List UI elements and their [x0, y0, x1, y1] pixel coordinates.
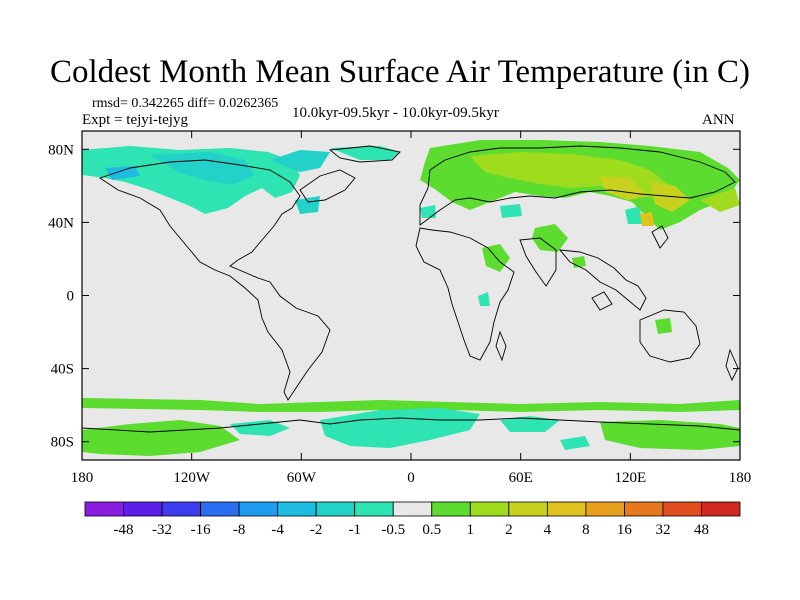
period-label: 10.0kyr-09.5kyr - 10.0kyr-09.5kyr: [292, 105, 499, 121]
colorbar-label: 16: [617, 522, 633, 538]
colorbar-label: -32: [152, 522, 172, 538]
colorbar-label: 1: [467, 522, 475, 538]
lon-tick-label: 120E: [614, 470, 646, 486]
lon-axis: 180 120W 60W 0 60E 120E 180: [71, 131, 752, 486]
lon-tick-label: 180: [729, 470, 752, 486]
anomaly-fill: [82, 140, 740, 456]
colorbar-swatch: [277, 501, 317, 517]
colorbar-label: 8: [582, 522, 590, 538]
colorbar-label: 32: [655, 522, 670, 538]
coastlines: [82, 145, 740, 433]
lon-tick-label: 60W: [287, 470, 317, 486]
colorbar-swatch: [662, 501, 702, 517]
colorbar-label: 0.5: [422, 522, 441, 538]
colorbar-label: 4: [544, 522, 552, 538]
lon-tick-label: 60E: [509, 470, 533, 486]
colorbar-swatch: [200, 501, 240, 517]
colorbar-label: -4: [271, 522, 284, 538]
plot-title: Coldest Month Mean Surface Air Temperatu…: [50, 54, 750, 90]
lon-tick-label: 0: [407, 470, 415, 486]
colorbar-swatch: [123, 501, 163, 517]
colorbar-swatch: [315, 501, 356, 517]
colorbar-label: 48: [694, 522, 709, 538]
stats-label: rmsd= 0.342265 diff= 0.0262365: [92, 96, 279, 111]
lat-tick-label: 40N: [48, 215, 74, 231]
lon-tick-label: 180: [71, 470, 94, 486]
colorbar-label: 2: [505, 522, 513, 538]
lat-tick-label: 80N: [48, 142, 74, 158]
colorbar-label: -48: [114, 522, 134, 538]
colorbar: -48 -32 -16 -8 -4 -2 -1 -0.5 0.5 1 2 4 8 16 32 48: [84, 501, 741, 538]
colorbar-swatch: [392, 501, 433, 517]
colorbar-label: -2: [310, 522, 323, 538]
lat-axis: 80N 40N 0 40S 80S: [48, 142, 740, 451]
colorbar-swatch: [431, 501, 471, 517]
colorbar-label: -8: [233, 522, 246, 538]
colorbar-swatch: [546, 501, 587, 517]
colorbar-swatch: [354, 501, 394, 517]
lat-tick-label: 40S: [51, 362, 74, 378]
colorbar-swatch: [585, 501, 625, 517]
colorbar-label: -1: [348, 522, 361, 538]
colorbar-swatch: [84, 501, 124, 517]
lat-tick-label: 80S: [51, 435, 74, 451]
colorbar-label: -16: [191, 522, 211, 538]
expt-label: Expt = tejyi-tejyg: [82, 112, 188, 128]
colorbar-swatch: [238, 501, 279, 517]
lon-tick-label: 120W: [173, 470, 211, 486]
colorbar-swatch: [469, 501, 510, 517]
colorbar-swatch: [508, 501, 548, 517]
colorbar-swatch: [161, 501, 201, 517]
colorbar-label: -0.5: [381, 522, 405, 538]
lat-tick-label: 0: [67, 289, 75, 305]
colorbar-swatch: [701, 501, 741, 517]
season-label: ANN: [702, 112, 735, 128]
colorbar-swatch: [624, 501, 664, 517]
